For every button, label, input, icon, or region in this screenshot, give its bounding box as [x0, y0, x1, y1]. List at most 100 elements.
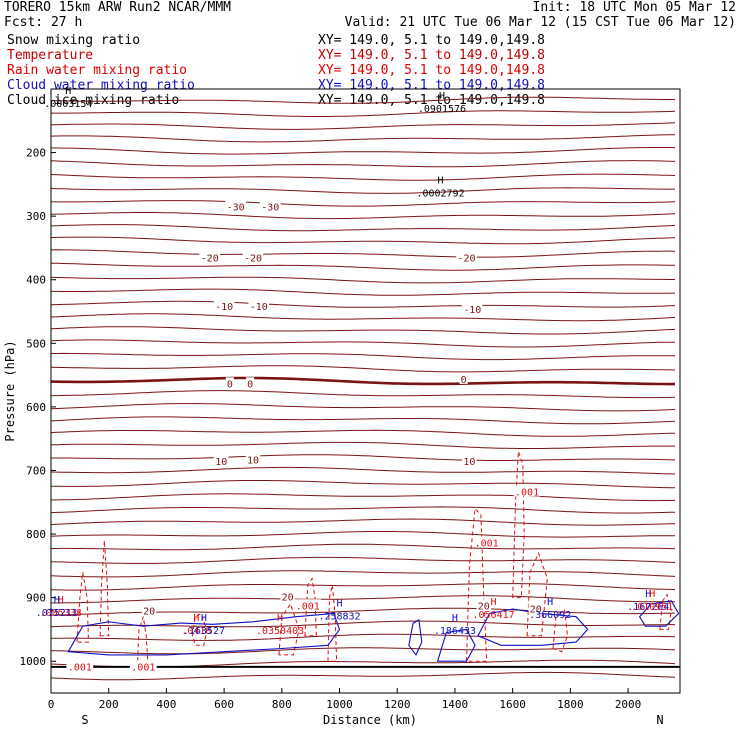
rain-label: .001 — [131, 662, 155, 673]
isotherm-line — [51, 595, 676, 604]
isotherm-line — [50, 300, 676, 308]
maximum-marker: H — [452, 613, 458, 624]
isotherm-line — [50, 236, 676, 245]
isotherm-label-bg — [242, 251, 264, 263]
rain-contour — [278, 602, 300, 656]
maximum-marker: H — [645, 589, 651, 600]
rain-contour — [76, 572, 90, 643]
isotherm-label-bg — [199, 251, 220, 263]
rain-label: .001 — [68, 662, 92, 673]
x-tick-label: 0 — [48, 698, 55, 711]
legend-temperature-name: Temperature — [7, 48, 94, 63]
isotherm-line — [50, 249, 676, 258]
isotherm-label-bg — [456, 251, 477, 263]
legend-rain-name: Rain water mixing ratio — [7, 63, 188, 78]
isotherm-line — [51, 110, 676, 117]
isotherm-line — [50, 671, 676, 681]
forecast-hour: Fcst: 27 h — [4, 15, 83, 30]
rain-label-bg — [66, 660, 94, 672]
cloud-water-contour — [436, 628, 476, 662]
isotherm-line — [50, 200, 676, 207]
x-end-label-south: S — [81, 713, 88, 727]
maximum-value: .258832 — [318, 611, 360, 622]
isotherm-line — [51, 288, 676, 296]
rain-label: .001 — [515, 487, 539, 498]
isotherm-line — [51, 480, 675, 489]
isotherm-line — [50, 326, 676, 335]
isotherm-line — [50, 466, 676, 475]
isotherm-label-bg — [245, 453, 261, 465]
maximum-value: .167264 — [627, 602, 669, 613]
maximum-value: .075211 — [36, 608, 78, 619]
y-axis: 200 300 400 500 600 700 800 900 1000 — [20, 147, 56, 668]
isotherm-label-bg — [141, 604, 157, 616]
y-tick-label: 700 — [26, 464, 46, 477]
x-tick-label: 1400 — [442, 698, 469, 711]
maximum-marker: H — [201, 613, 207, 624]
isotherm-line — [50, 441, 675, 449]
legend-snow-range: XY= 149.0, 5.1 to 149.0,149.8 — [318, 33, 545, 48]
isotherm-line — [50, 276, 675, 284]
isotherm-line — [50, 262, 676, 271]
y-tick-label: 300 — [26, 210, 46, 223]
rain-contour — [465, 507, 488, 662]
maximum-marker: H — [277, 613, 283, 624]
isotherm-line — [50, 531, 675, 538]
isotherm-line — [50, 339, 676, 348]
isotherm-line — [50, 647, 676, 655]
valid-time: Valid: 21 UTC Tue 06 Mar 12 (15 CST Tue … — [344, 15, 736, 30]
isotherm-label: 0 — [247, 379, 253, 390]
x-tick-label: 400 — [156, 698, 176, 711]
isotherm-label: 10 — [463, 457, 475, 468]
isotherm-line — [50, 429, 676, 437]
isotherm-label: 10 — [215, 457, 227, 468]
rain-contour — [191, 612, 208, 646]
rain-contour — [512, 451, 525, 599]
isotherm-label: -10 — [215, 302, 233, 313]
isotherm-line — [50, 583, 676, 591]
isotherm-line — [50, 633, 676, 641]
isotherm-line — [51, 352, 676, 361]
rain-label-bg — [294, 599, 322, 611]
maximum-value: .0002792 — [416, 189, 464, 200]
isotherm-line — [50, 365, 676, 373]
maximum-marker: H — [547, 597, 553, 608]
isotherm-label-bg — [248, 299, 270, 311]
maximum-value: .010951 — [631, 602, 673, 613]
x-end-label-north: N — [656, 713, 663, 727]
isotherm-label: -20 — [457, 253, 475, 264]
cloud-water-contours — [67, 600, 680, 662]
cloud-water-contour — [638, 600, 680, 627]
maximum-marker: H — [337, 598, 343, 609]
maximum-value: .005338 — [40, 608, 82, 619]
y-tick-label: 600 — [26, 401, 46, 414]
isotherm-label-bg — [462, 454, 477, 466]
isotherm-label-bg — [476, 599, 491, 611]
x-tick-label: 1200 — [384, 698, 411, 711]
y-tick-label: 800 — [26, 528, 46, 541]
isotherm-label-bg — [225, 200, 246, 212]
x-tick-label: 600 — [214, 698, 234, 711]
isotherm-label: 20 — [143, 606, 155, 617]
isotherm-line — [50, 493, 676, 502]
maximum-marker: H — [65, 86, 71, 97]
init-time: Init: 18 UTC Mon 05 Mar 12 — [532, 0, 737, 15]
maximum-value: .163527 — [183, 626, 225, 637]
maximum-marker: H — [438, 176, 444, 187]
rain-label-bg — [129, 660, 157, 672]
isotherm-label-bg — [213, 299, 235, 311]
x-tick-label: 2000 — [615, 698, 642, 711]
maximum-value: .366092 — [529, 610, 571, 621]
rain-label: .001 — [475, 538, 499, 549]
y-tick-label: 500 — [26, 337, 46, 350]
isotherm-line — [50, 403, 676, 412]
legend-rain-range: XY= 149.0, 5.1 to 149.0,149.8 — [318, 63, 545, 78]
x-axis-label: Distance (km) — [323, 713, 417, 727]
isotherm-line — [50, 570, 676, 578]
maximum-marker: H — [193, 613, 199, 624]
isotherm-line — [50, 212, 676, 220]
isotherm-lines — [50, 96, 676, 681]
isotherm-label-bg — [280, 590, 295, 602]
y-tick-label: 900 — [26, 592, 46, 605]
